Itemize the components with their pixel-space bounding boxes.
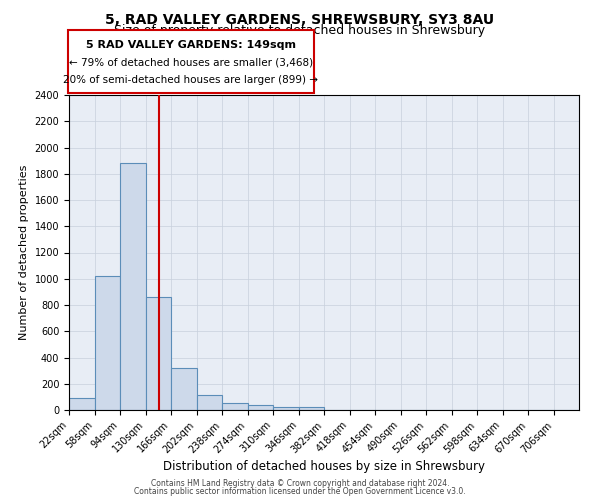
Text: 5, RAD VALLEY GARDENS, SHREWSBURY, SY3 8AU: 5, RAD VALLEY GARDENS, SHREWSBURY, SY3 8…	[106, 12, 494, 26]
Bar	[95, 276, 120, 410]
Bar	[299, 408, 324, 410]
Text: ← 79% of detached houses are smaller (3,468): ← 79% of detached houses are smaller (3,…	[69, 58, 313, 68]
Bar	[146, 297, 171, 410]
Text: Contains public sector information licensed under the Open Government Licence v3: Contains public sector information licen…	[134, 487, 466, 496]
Text: Size of property relative to detached houses in Shrewsbury: Size of property relative to detached ho…	[115, 24, 485, 37]
Bar	[120, 163, 146, 410]
Y-axis label: Number of detached properties: Number of detached properties	[19, 165, 29, 340]
Text: 20% of semi-detached houses are larger (899) →: 20% of semi-detached houses are larger (…	[64, 74, 319, 85]
Bar	[273, 406, 299, 410]
X-axis label: Distribution of detached houses by size in Shrewsbury: Distribution of detached houses by size …	[163, 460, 485, 473]
Bar	[171, 368, 197, 410]
Bar	[248, 406, 273, 410]
Text: 5 RAD VALLEY GARDENS: 149sqm: 5 RAD VALLEY GARDENS: 149sqm	[86, 40, 296, 50]
Bar	[222, 404, 248, 410]
Bar	[197, 395, 222, 410]
Text: Contains HM Land Registry data © Crown copyright and database right 2024.: Contains HM Land Registry data © Crown c…	[151, 478, 449, 488]
Bar	[69, 398, 95, 410]
